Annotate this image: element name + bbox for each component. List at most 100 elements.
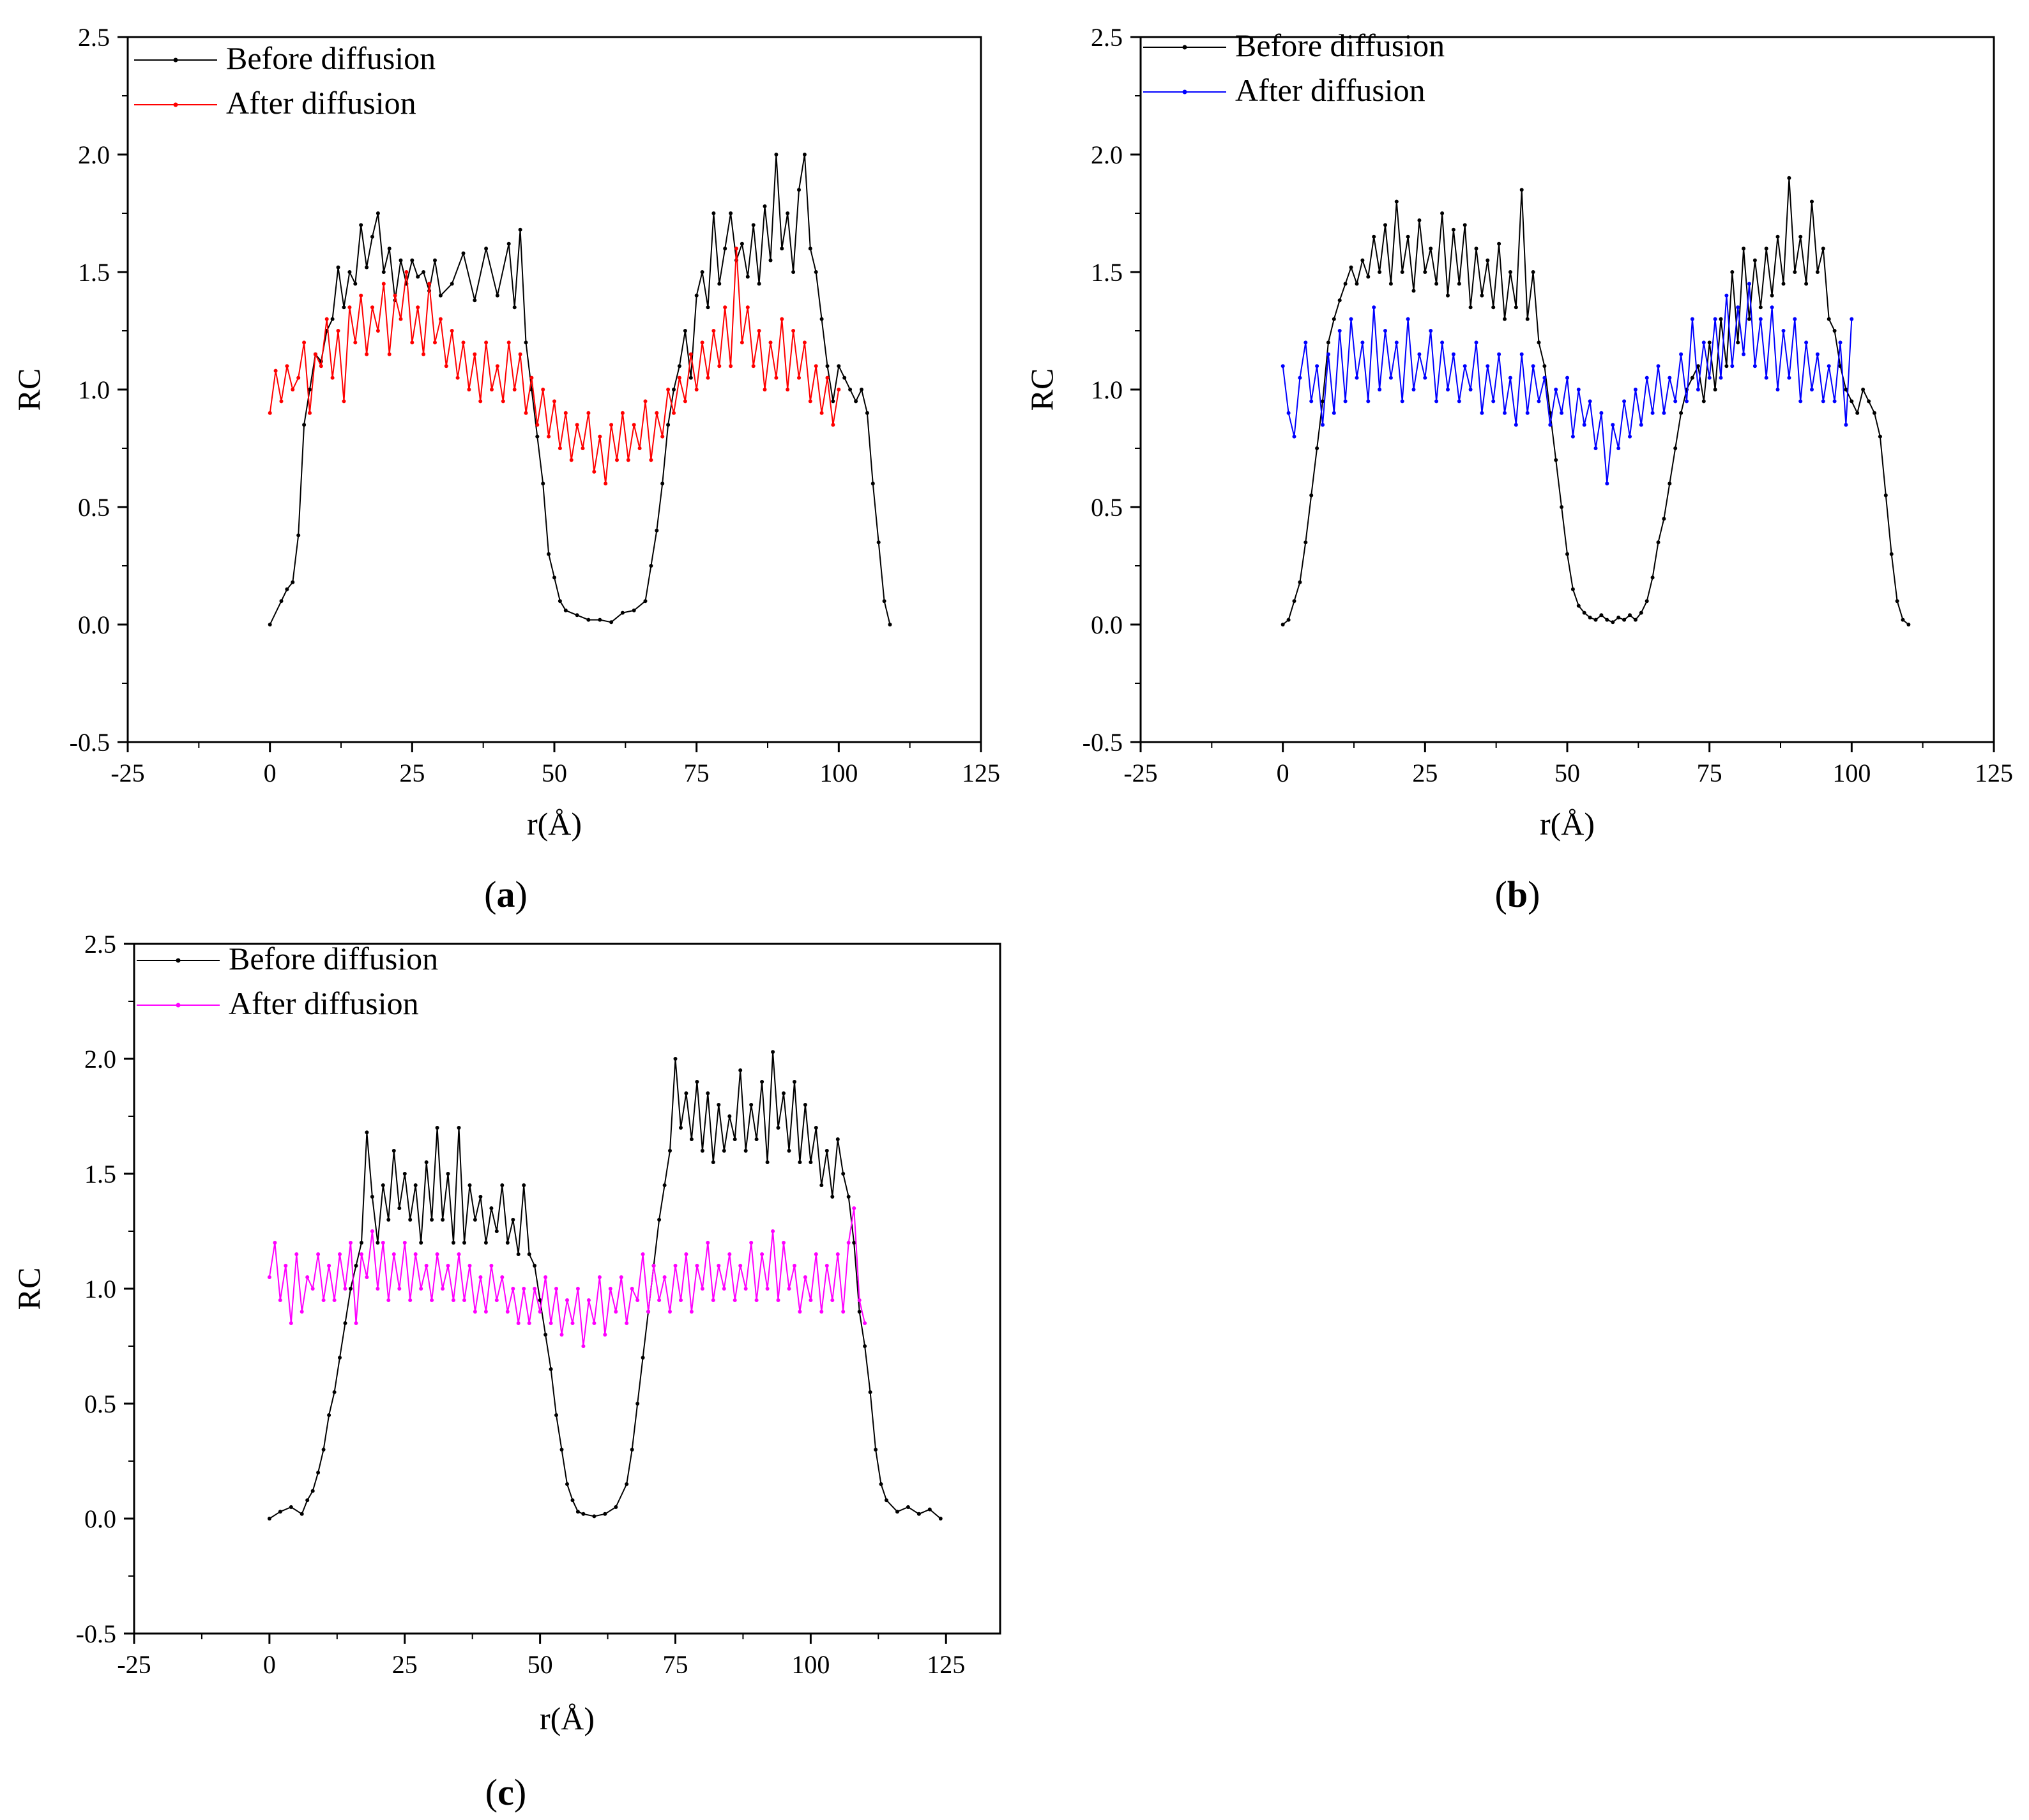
data-point [780, 246, 784, 251]
data-point [410, 340, 414, 345]
data-point [1850, 399, 1854, 404]
data-point [1531, 270, 1535, 274]
data-point [1742, 352, 1746, 356]
data-point [365, 352, 369, 356]
data-point [865, 411, 869, 415]
data-point [278, 1298, 282, 1302]
y-axis-label: RC [1024, 368, 1060, 411]
data-point [603, 1512, 607, 1516]
data-point [381, 270, 386, 274]
data-point [1827, 317, 1831, 321]
data-point [349, 1241, 353, 1245]
data-point [549, 1367, 553, 1371]
data-point [1764, 375, 1768, 380]
data-point [1508, 375, 1512, 380]
data-point [291, 388, 295, 391]
data-point [473, 1218, 477, 1222]
data-point [1360, 258, 1365, 262]
data-point [846, 1241, 851, 1245]
x-tick-label: 125 [962, 759, 1000, 787]
data-point [608, 1287, 612, 1291]
data-point [413, 1183, 418, 1187]
data-point [1628, 434, 1632, 439]
data-point [657, 1298, 662, 1302]
data-point [641, 1252, 645, 1256]
x-axis-label: r(Å) [1540, 806, 1595, 842]
data-point [575, 423, 579, 427]
data-point [1827, 364, 1831, 368]
data-point [819, 317, 824, 321]
data-point [461, 340, 466, 345]
data-point [857, 1310, 862, 1314]
data-point [754, 1137, 759, 1141]
data-point [516, 1321, 521, 1325]
data-point [814, 1126, 818, 1130]
data-point [1423, 270, 1427, 274]
data-point [1685, 399, 1689, 404]
data-point [620, 411, 625, 415]
data-point [679, 1126, 683, 1130]
data-point [1537, 340, 1541, 345]
chart-a: -25 0 25 50 75 100 125 -0.5 0.0 0.5 1.0 1.5 2.0 2.5 r(… [11, 23, 1000, 842]
data-point [874, 1448, 878, 1452]
data-point [478, 1275, 483, 1279]
x-tick-label: 25 [399, 759, 425, 787]
data-point [558, 599, 562, 603]
data-point [683, 399, 687, 404]
data-point [1622, 399, 1627, 404]
data-point [797, 375, 801, 380]
y-tick-label: -0.5 [76, 1619, 116, 1648]
data-point [1451, 227, 1455, 232]
data-point [711, 329, 716, 333]
x-tick-label: -25 [110, 759, 144, 787]
data-point [273, 368, 278, 373]
y-tick-label: -0.5 [1083, 728, 1123, 757]
data-point [782, 1091, 786, 1095]
data-point [740, 241, 744, 246]
data-point [1378, 388, 1382, 391]
plot-frame [126, 36, 982, 743]
data-point [1690, 375, 1694, 380]
data-point [738, 1068, 743, 1072]
data-point [321, 1448, 326, 1452]
data-point [349, 1287, 353, 1291]
data-point [1616, 446, 1621, 450]
legend-label: After diffusion [229, 985, 419, 1021]
y-tick-label: 2.5 [84, 930, 116, 959]
data-point [848, 388, 853, 391]
data-point [842, 375, 847, 380]
data-point [1503, 317, 1507, 321]
data-point [630, 1448, 634, 1452]
data-point [798, 1160, 802, 1164]
data-point [444, 364, 448, 368]
data-point [455, 375, 460, 380]
panel-letter-a: (a) [484, 874, 528, 915]
data-point [700, 1149, 704, 1153]
data-point [1804, 340, 1809, 345]
data-point [727, 1114, 732, 1118]
data-point [1383, 223, 1387, 227]
data-point [399, 258, 403, 262]
data-point [1463, 364, 1467, 368]
data-point [888, 623, 892, 626]
data-point [462, 1298, 466, 1302]
data-point [1417, 352, 1422, 356]
data-point [586, 1298, 591, 1302]
data-point [614, 1505, 618, 1509]
data-point [1321, 423, 1325, 427]
data-point [1355, 375, 1359, 380]
data-point [738, 1264, 743, 1268]
data-point [1394, 340, 1399, 345]
data-point [643, 599, 648, 603]
data-point [370, 1229, 374, 1233]
data-point [835, 1137, 840, 1141]
data-point [1457, 399, 1461, 404]
data-point [660, 482, 665, 486]
data-point [641, 1356, 645, 1360]
data-point [1679, 352, 1683, 356]
data-point [376, 1241, 380, 1245]
data-point [478, 1195, 483, 1199]
data-point [342, 305, 346, 310]
data-point [1696, 364, 1700, 368]
data-point [1742, 246, 1746, 251]
